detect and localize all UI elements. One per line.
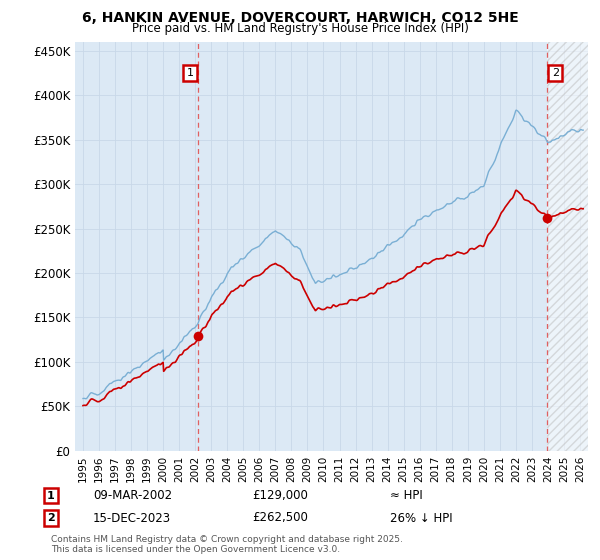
Text: Contains HM Land Registry data © Crown copyright and database right 2025.
This d: Contains HM Land Registry data © Crown c… bbox=[51, 535, 403, 554]
Text: 26% ↓ HPI: 26% ↓ HPI bbox=[390, 511, 452, 525]
Text: 1: 1 bbox=[187, 68, 194, 78]
Text: 09-MAR-2002: 09-MAR-2002 bbox=[93, 489, 172, 502]
Text: ≈ HPI: ≈ HPI bbox=[390, 489, 423, 502]
Text: £262,500: £262,500 bbox=[252, 511, 308, 525]
Bar bbox=[547, 42, 588, 451]
Text: £129,000: £129,000 bbox=[252, 489, 308, 502]
Text: Price paid vs. HM Land Registry's House Price Index (HPI): Price paid vs. HM Land Registry's House … bbox=[131, 22, 469, 35]
Text: 15-DEC-2023: 15-DEC-2023 bbox=[93, 511, 171, 525]
Text: 2: 2 bbox=[47, 513, 55, 523]
Text: 1: 1 bbox=[47, 491, 55, 501]
Text: 6, HANKIN AVENUE, DOVERCOURT, HARWICH, CO12 5HE: 6, HANKIN AVENUE, DOVERCOURT, HARWICH, C… bbox=[82, 11, 518, 25]
Text: 2: 2 bbox=[552, 68, 559, 78]
